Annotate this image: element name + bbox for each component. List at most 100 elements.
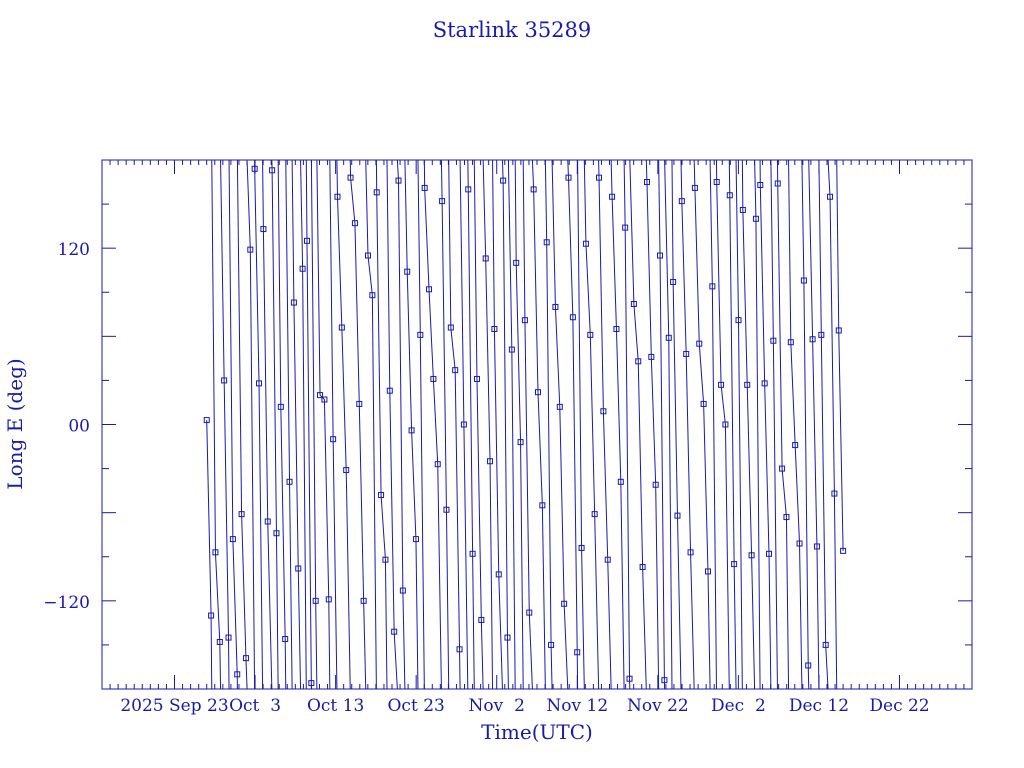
series-line [245,658,248,690]
series-line [550,644,553,690]
series-line [345,470,351,690]
series-line [733,564,737,690]
series-line [707,571,711,690]
data-point [840,547,847,554]
data-point [565,174,572,181]
data-point [395,177,402,184]
series-line [711,286,717,690]
data-point [521,317,528,324]
data-point [408,427,415,434]
data-point [713,179,720,186]
data-point [364,252,371,259]
series-line [759,184,766,384]
series-line [336,159,338,197]
series-line [515,262,522,443]
data-point [473,375,480,382]
series-line [258,383,264,690]
data-point [256,380,263,387]
series-line [546,242,552,645]
x-tick-label: Nov 12 [546,696,608,716]
data-point [652,481,659,488]
series-line [310,159,317,601]
series-line [315,600,318,690]
series-line [770,159,774,341]
data-point [617,478,624,485]
data-point [813,543,820,550]
data-point [543,239,550,246]
series-line [703,403,709,572]
series-line [262,229,269,522]
y-tick-label: 00 [68,417,90,437]
data-point [822,641,829,648]
series-line [241,514,247,659]
series-line [480,619,484,690]
data-point [404,268,411,275]
series-line [768,553,772,690]
series-line [624,227,631,679]
data-point [792,442,799,449]
x-tick-label: Oct 3 [229,696,281,716]
data-point [504,634,511,641]
series-line [219,641,222,690]
series-line [402,590,406,690]
series-line [432,378,439,465]
series-line [384,559,388,690]
series-line [755,218,761,690]
data-point [517,439,524,446]
series-line [646,182,652,357]
series-line [554,306,561,407]
x-tick-label: 2025 Sep 23 [120,696,228,716]
y-tick-label: −120 [43,593,90,613]
series-line [668,337,673,690]
series-line [611,196,617,330]
data-point [221,377,228,384]
series-line [302,268,307,690]
series-line [709,159,713,287]
data-point [452,367,459,374]
series-line [254,168,260,384]
data-point [216,638,223,645]
series-line [232,539,238,675]
series-line [598,177,604,412]
data-point [604,556,611,563]
series-line [746,384,753,556]
data-point [500,177,507,184]
data-point [800,277,807,284]
series-line [664,159,670,338]
data-point [722,421,729,428]
x-tick-label: Dec 12 [789,696,849,716]
series-line [741,159,744,210]
series-line [498,574,503,690]
data-point [212,549,219,556]
series-line [522,159,526,321]
data-point [247,246,254,253]
series-line [501,159,504,181]
series-line [777,183,783,469]
data-point [591,511,598,518]
data-point [208,612,215,619]
series-line [211,159,216,553]
series-line [581,547,585,690]
series-line [329,159,334,440]
series-line [428,289,434,379]
series-line [544,159,548,243]
series-line [629,159,635,305]
data-point [303,237,310,244]
series-line [454,370,461,650]
series-line [680,159,683,202]
data-point [635,358,642,365]
series-line [262,159,264,230]
data-point [539,502,546,509]
data-point [552,303,559,310]
data-point [325,596,332,603]
data-point [225,634,232,641]
data-point [726,192,733,199]
series-line [694,187,700,344]
data-point [827,193,834,200]
data-point [469,550,476,557]
series-line [424,187,430,290]
data-point [369,292,376,299]
series-line [729,195,735,565]
series-line [794,445,801,544]
data-point [783,514,790,521]
